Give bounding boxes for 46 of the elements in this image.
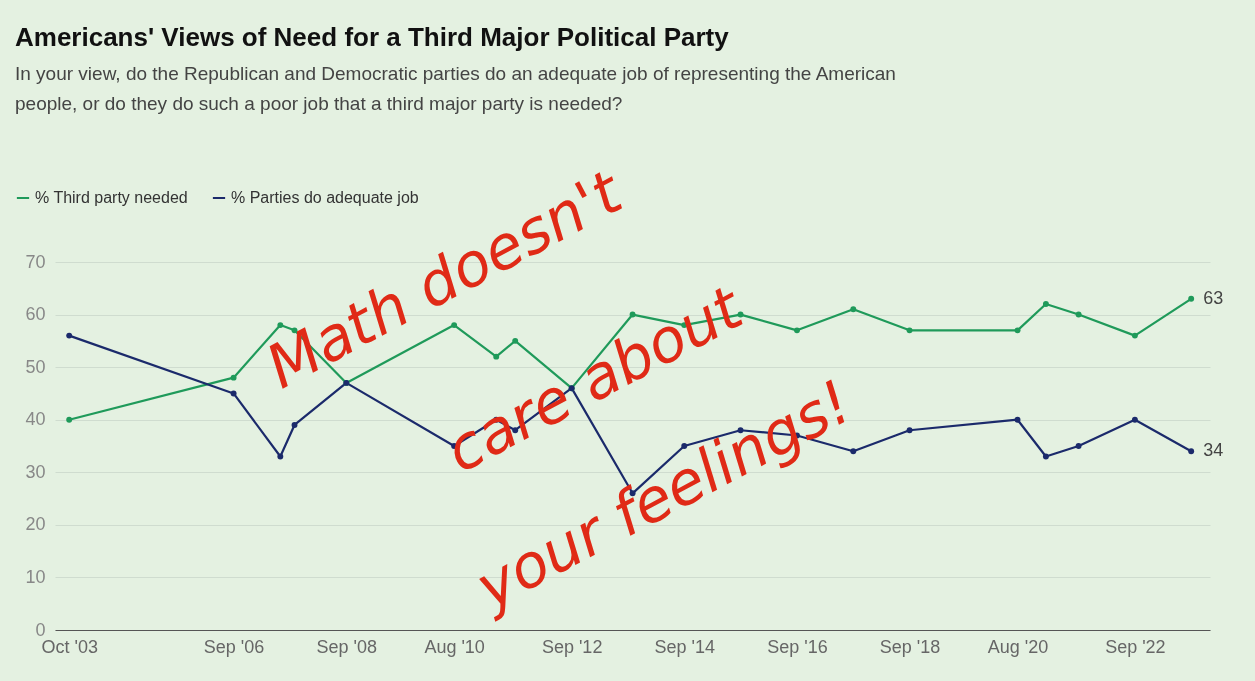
point	[277, 453, 284, 460]
point	[1075, 311, 1082, 318]
point	[493, 353, 500, 360]
legend-label: % Third party needed	[35, 189, 188, 206]
point	[906, 327, 913, 334]
x-tick-label: Aug '20	[987, 636, 1049, 657]
chart-subtitle: In your view, do the Republican and Democratic parties do an adequate job of representing the American people, or do they do such a poor job that a third major party is needed?	[15, 62, 896, 114]
x-tick-label: Sep '14	[654, 636, 715, 657]
x-tick-label: Sep '18	[879, 636, 941, 657]
y-tick-label: 50	[25, 356, 46, 377]
point	[850, 306, 857, 313]
y-tick-label: 20	[25, 514, 46, 535]
point	[451, 322, 458, 329]
x-tick-label: Aug '10	[424, 636, 485, 657]
x-tick-label: Sep '12	[541, 636, 603, 657]
point	[1188, 295, 1195, 302]
point	[1188, 448, 1195, 455]
point	[850, 448, 857, 455]
point	[1042, 453, 1049, 460]
y-tick-label: 70	[25, 251, 46, 272]
data-label: 34	[1203, 440, 1224, 461]
x-tick-label: Sep '08	[316, 636, 378, 657]
point	[1131, 332, 1138, 339]
y-tick-label: 30	[25, 461, 46, 482]
data-label: 63	[1203, 287, 1224, 308]
point	[230, 390, 237, 397]
point	[794, 327, 800, 334]
point	[1014, 416, 1021, 423]
x-tick-label: Sep '06	[203, 636, 265, 657]
point	[230, 374, 237, 381]
legend-label: % Parties do adequate job	[231, 189, 419, 206]
x-tick-label: Sep '22	[1105, 636, 1166, 657]
y-tick-label: 60	[25, 304, 46, 325]
point	[1042, 301, 1049, 308]
chart-title: Americans' Views of Need for a Third Major Political Party	[15, 21, 730, 52]
point	[906, 427, 913, 434]
x-tick-label: Sep '16	[767, 636, 828, 657]
y-tick-label: 10	[25, 566, 46, 587]
y-tick-label: 40	[25, 409, 46, 430]
point	[1131, 416, 1138, 423]
point	[1075, 443, 1082, 449]
point	[291, 422, 298, 428]
point	[512, 337, 519, 344]
point	[66, 416, 73, 423]
point	[66, 332, 73, 339]
point	[1014, 327, 1021, 334]
